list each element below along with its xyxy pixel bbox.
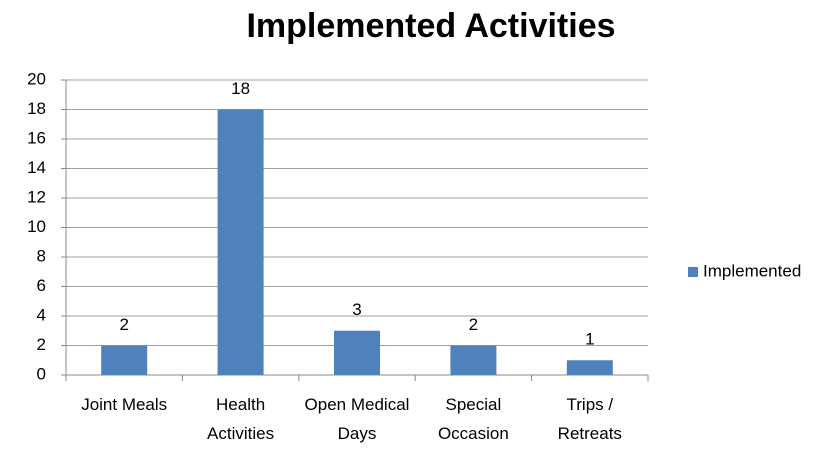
value-label: 18 — [231, 79, 250, 98]
x-tick-label: Open Medical Days — [304, 395, 410, 443]
value-label: 3 — [352, 300, 361, 319]
bar — [217, 109, 264, 375]
y-tick-label: 10 — [27, 217, 46, 236]
y-tick-label: 2 — [37, 335, 46, 354]
y-tick-label: 0 — [37, 364, 46, 383]
x-tick-label: Trips / Retreats — [557, 395, 622, 443]
x-tick-label: Health Activities — [207, 395, 275, 443]
y-tick-label: 8 — [37, 246, 46, 265]
y-tick-label: 20 — [27, 69, 46, 88]
bar — [566, 360, 613, 375]
bar — [334, 330, 380, 375]
value-label: 1 — [585, 330, 594, 349]
x-tick-label: Special Occasion — [437, 395, 509, 443]
value-label: 2 — [469, 315, 478, 334]
y-tick-label: 14 — [27, 158, 46, 177]
legend-label: Implemented — [703, 261, 801, 280]
bar — [450, 345, 497, 375]
y-tick-label: 16 — [27, 128, 46, 147]
y-tick-label: 6 — [37, 276, 46, 295]
x-tick-label: Joint Meals — [81, 395, 168, 414]
y-tick-label: 12 — [27, 187, 46, 206]
value-label: 2 — [119, 315, 128, 334]
y-tick-label: 18 — [27, 99, 46, 118]
bar — [101, 345, 148, 375]
chart-title: Implemented Activities — [246, 7, 615, 45]
y-tick-label: 4 — [37, 305, 46, 324]
legend-swatch — [688, 267, 698, 277]
